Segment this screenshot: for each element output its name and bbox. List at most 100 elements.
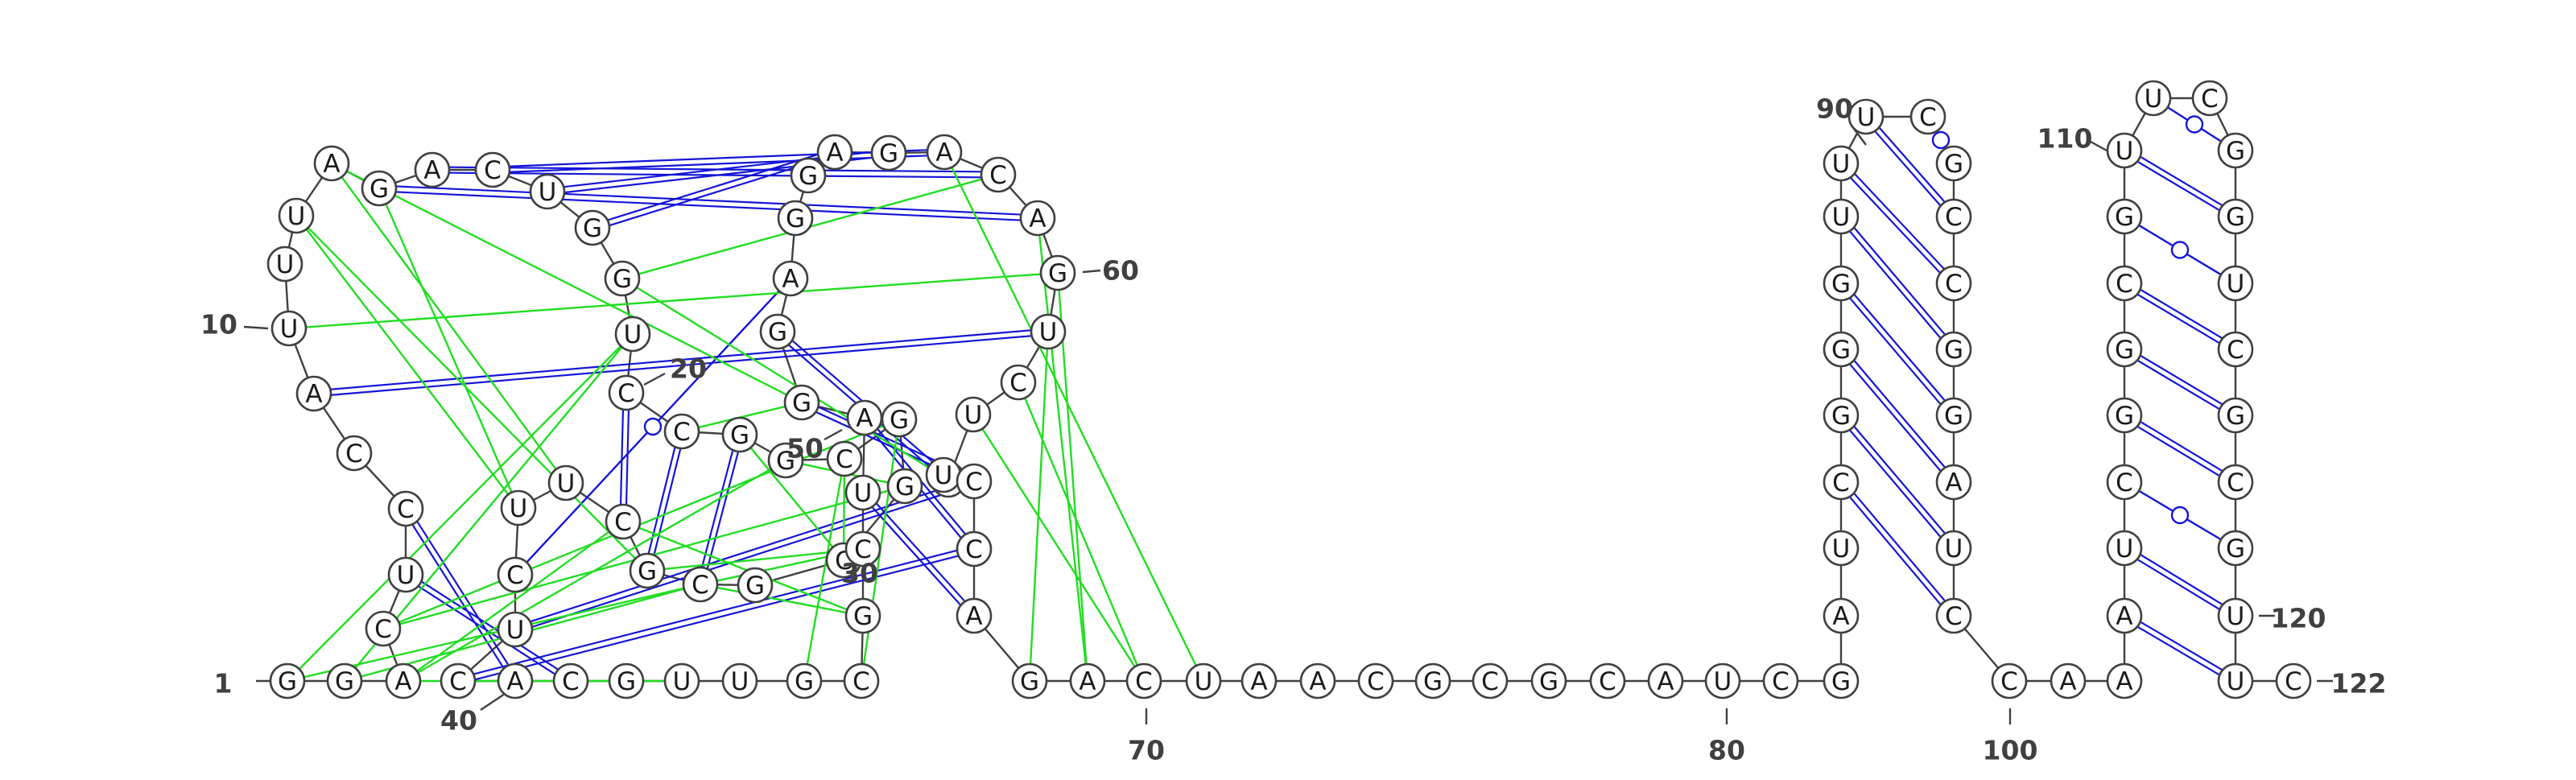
nucleotide: C: [552, 662, 589, 700]
nucleotide-circle: [1823, 597, 1860, 634]
nucleotide-circle: [1241, 662, 1278, 700]
nucleotide-base-label: C: [1135, 667, 1153, 696]
canonical-pair-line: [396, 185, 1022, 216]
nucleotide: A: [1935, 464, 1972, 501]
nucleotide: G: [844, 597, 881, 634]
nucleotide-base-label: U: [624, 320, 642, 349]
nucleotide-circle: [2050, 662, 2087, 700]
position-number-label: 60: [1102, 255, 1139, 287]
nucleotide-circle: [1823, 662, 1860, 700]
nucleotide: A: [313, 145, 350, 182]
nucleotide: C: [2217, 331, 2254, 368]
nucleotide: C: [843, 662, 880, 700]
nucleotide-base-label: U: [935, 461, 953, 490]
nucleotide-circle: [2106, 662, 2143, 700]
nucleotide-base-label: C: [484, 156, 502, 185]
wobble-pair-marker: [2185, 115, 2204, 134]
nucleotide-circle: [1909, 98, 1946, 135]
canonical-pair-line: [1853, 360, 1946, 468]
nucleotide: U: [614, 316, 651, 353]
tertiary-interaction-line: [716, 551, 847, 582]
nucleotide: G: [361, 170, 398, 207]
canonical-pair-line: [411, 524, 505, 669]
tertiary-interaction-line: [1038, 234, 1087, 665]
nucleotide: C: [1472, 662, 1509, 700]
nucleotide: G: [2106, 331, 2143, 368]
tertiary-interaction-line: [305, 273, 1042, 328]
nucleotide-base-label: C: [691, 571, 709, 600]
nucleotide-circle: [783, 384, 820, 421]
nucleotide: C: [1000, 364, 1037, 401]
nucleotide-circle: [777, 200, 814, 237]
nucleotide-circle: [1935, 464, 1972, 501]
nucleotide-base-label: A: [1029, 204, 1046, 233]
nucleotide-base-label: G: [278, 667, 297, 696]
nucleotide-base-label: A: [1250, 667, 1267, 696]
nucleotide-base-label: C: [449, 667, 467, 696]
tertiary-interaction-line: [951, 167, 1197, 667]
nucleotide: A: [1647, 662, 1684, 700]
nucleotide-circle: [1991, 662, 2028, 700]
nucleotide: C: [2191, 80, 2228, 117]
nucleotide-base-label: A: [1832, 602, 1849, 631]
nucleotide-circle: [552, 662, 589, 700]
canonical-pair-line: [2140, 155, 2223, 207]
position-number-label: 40: [440, 705, 477, 737]
nucleotide: G: [2217, 397, 2254, 434]
nucleotide: C: [497, 556, 534, 593]
tertiary-interaction-line: [1024, 397, 1138, 667]
nucleotide: G: [604, 260, 641, 297]
nucleotide-base-label: A: [1657, 667, 1674, 696]
position-tick: [643, 372, 666, 386]
nucleotide: A: [772, 260, 809, 297]
nucleotide-base-label: G: [2226, 137, 2245, 166]
nucleotide-circle: [497, 556, 534, 593]
nucleotide-circle: [1011, 662, 1048, 700]
position-number-label: 1: [214, 668, 233, 700]
canonical-pair-line: [2140, 288, 2223, 340]
position-tick: [2090, 140, 2107, 152]
nucleotide: C: [608, 374, 645, 411]
nucleotide-circle: [682, 566, 719, 603]
nucleotide-circle: [2217, 597, 2254, 634]
nucleotide-base-label: C: [614, 508, 632, 537]
nucleotide: U: [1823, 530, 1860, 567]
nucleotide-base-label: C: [965, 535, 983, 564]
nucleotide-base-label: A: [1945, 468, 1962, 497]
nucleotide-circle: [980, 156, 1017, 193]
position-number-label: 100: [1983, 735, 2038, 766]
nucleotide: A: [295, 375, 332, 412]
nucleotide: C: [682, 566, 719, 603]
nucleotide: U: [278, 197, 315, 234]
nucleotide: C: [1935, 198, 1972, 235]
nucleotide-base-label: U: [397, 561, 415, 590]
nucleotide: C: [956, 530, 993, 567]
nucleotide-circle: [1823, 265, 1860, 302]
nucleotide: G: [759, 313, 796, 350]
nucleotide-base-label: A: [1079, 667, 1096, 696]
position-number-label: 20: [670, 353, 707, 385]
nucleotide: U: [1185, 662, 1222, 700]
nucleotide-circle: [1357, 662, 1394, 700]
canonical-pair-line: [395, 191, 1021, 221]
nucleotide-base-label: G: [786, 204, 805, 233]
tertiary-interaction-line: [663, 549, 847, 571]
nucleotide-base-label: C: [617, 379, 635, 408]
canonical-pair-line: [1849, 363, 1942, 472]
nucleotide-circle: [608, 374, 645, 411]
nucleotide-base-label: A: [2059, 667, 2076, 696]
nucleotide-circle: [2217, 132, 2254, 169]
nucleotide: A: [846, 399, 883, 436]
nucleotide-base-label: A: [856, 404, 873, 433]
nucleotide: U: [1935, 530, 1972, 567]
nucleotide-base-label: U: [964, 401, 983, 430]
nucleotide: G: [2106, 198, 2143, 235]
nucleotide-circle: [2106, 397, 2143, 434]
nucleotide-circle: [2106, 530, 2143, 567]
nucleotide: U: [1823, 145, 1860, 182]
nucleotide: C: [2217, 464, 2254, 501]
nucleotide-circle: [1069, 662, 1106, 700]
nucleotide-base-label: G: [1831, 270, 1851, 299]
